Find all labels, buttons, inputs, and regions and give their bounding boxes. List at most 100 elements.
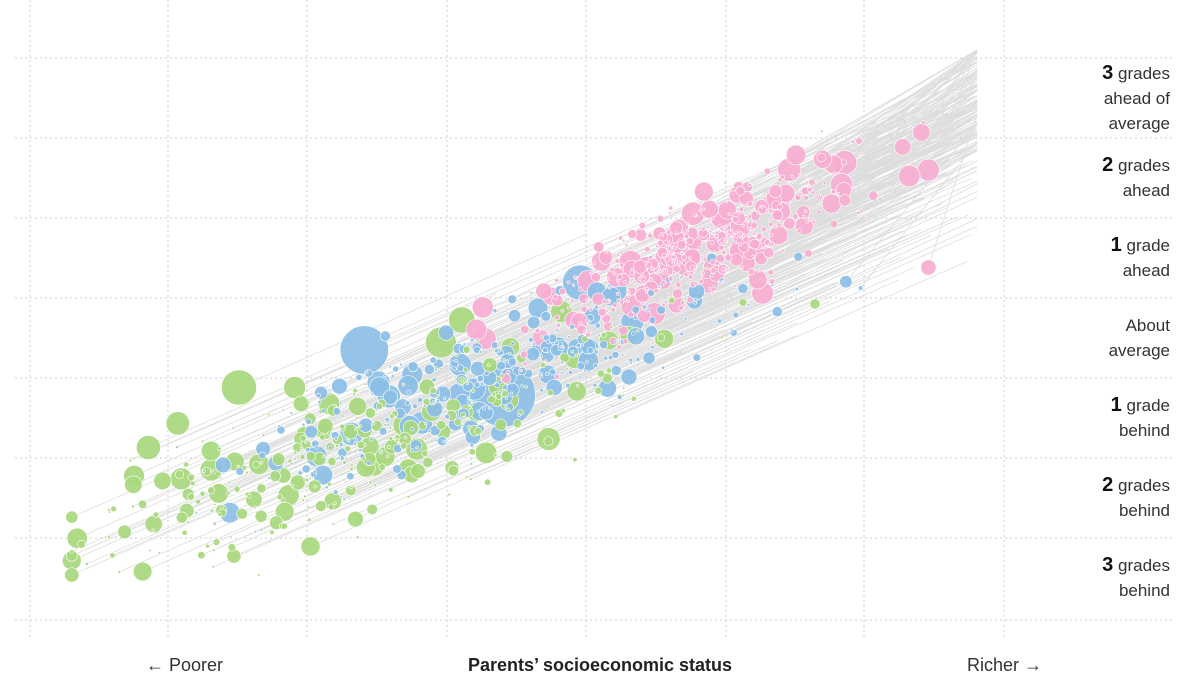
data-point [616, 252, 620, 257]
data-point [256, 483, 267, 494]
data-point [474, 381, 481, 388]
data-point [427, 429, 432, 434]
connector-line [860, 140, 978, 289]
data-point [540, 335, 544, 339]
data-point [520, 324, 530, 334]
data-point [868, 190, 879, 201]
data-point [319, 433, 326, 441]
data-point [506, 407, 511, 413]
data-point [776, 203, 783, 210]
data-point [719, 335, 724, 340]
data-point [300, 536, 321, 557]
data-point [771, 306, 783, 318]
data-point [565, 382, 571, 388]
data-point [432, 400, 436, 404]
data-point [200, 440, 222, 462]
data-point [210, 508, 214, 513]
connector-line [921, 49, 978, 133]
data-point [642, 351, 656, 365]
data-point [350, 463, 354, 467]
data-point [431, 377, 437, 383]
data-point [429, 387, 437, 395]
data-point [620, 353, 625, 357]
connector-line [130, 355, 370, 461]
data-point [187, 492, 195, 501]
data-point [412, 403, 418, 409]
data-point [816, 209, 822, 214]
data-point [187, 473, 195, 481]
data-point [478, 349, 483, 354]
data-point [462, 367, 469, 373]
data-point [666, 293, 671, 298]
data-point [680, 300, 685, 305]
data-point [630, 268, 634, 272]
data-point [348, 396, 367, 416]
data-point [471, 296, 494, 319]
data-point [261, 433, 266, 437]
data-point [768, 242, 773, 247]
data-point [333, 501, 337, 505]
data-point [635, 357, 641, 362]
data-point [627, 290, 631, 294]
y-label: 3 grades ahead of average [1020, 61, 1170, 136]
data-point [359, 424, 363, 428]
data-point [706, 225, 710, 229]
data-point [347, 439, 351, 443]
data-point [698, 208, 702, 212]
data-point [725, 265, 729, 270]
x-label-richer: Richer → [967, 655, 1043, 675]
data-point [539, 371, 543, 376]
data-point [339, 423, 346, 430]
data-point [289, 474, 306, 491]
data-point [710, 267, 717, 274]
connector-line [385, 214, 662, 337]
data-point [259, 460, 264, 465]
data-point [672, 270, 676, 275]
data-point [253, 505, 258, 510]
data-point [301, 464, 311, 474]
data-point [751, 254, 755, 259]
data-point [581, 335, 589, 343]
data-point [572, 457, 578, 463]
data-point [305, 447, 311, 453]
data-point [756, 269, 761, 273]
data-point [409, 439, 423, 452]
data-point [322, 454, 326, 459]
data-point [763, 167, 772, 175]
data-point [693, 301, 698, 305]
data-point [641, 248, 646, 252]
data-point [673, 285, 677, 289]
data-point [476, 340, 480, 344]
y-label-line: behind [1118, 421, 1170, 440]
data-point [665, 245, 670, 250]
data-point [355, 373, 363, 381]
connector-line [928, 49, 978, 171]
data-point [540, 410, 545, 415]
data-point [648, 255, 653, 260]
data-point [218, 475, 222, 480]
data-point [292, 395, 310, 413]
data-point [217, 512, 222, 517]
data-point [462, 416, 466, 420]
data-point [607, 299, 612, 303]
data-point [487, 406, 492, 410]
y-label: 1 grade ahead [1020, 233, 1170, 283]
data-point [720, 267, 726, 272]
connector-line [332, 391, 582, 502]
data-point [576, 361, 586, 371]
data-point [317, 418, 334, 435]
data-point [509, 391, 514, 395]
data-point [817, 194, 822, 199]
data-point [294, 512, 298, 516]
data-point [214, 456, 232, 474]
data-point [736, 211, 741, 216]
data-point [636, 329, 640, 333]
y-label: 1 grade behind [1020, 393, 1170, 443]
data-point [567, 335, 571, 339]
y-label-number: 3 [1102, 61, 1114, 84]
data-point [661, 302, 666, 308]
y-label-number: 3 [1102, 554, 1114, 576]
data-point [308, 476, 312, 481]
data-point [839, 275, 853, 289]
data-point [617, 315, 622, 319]
